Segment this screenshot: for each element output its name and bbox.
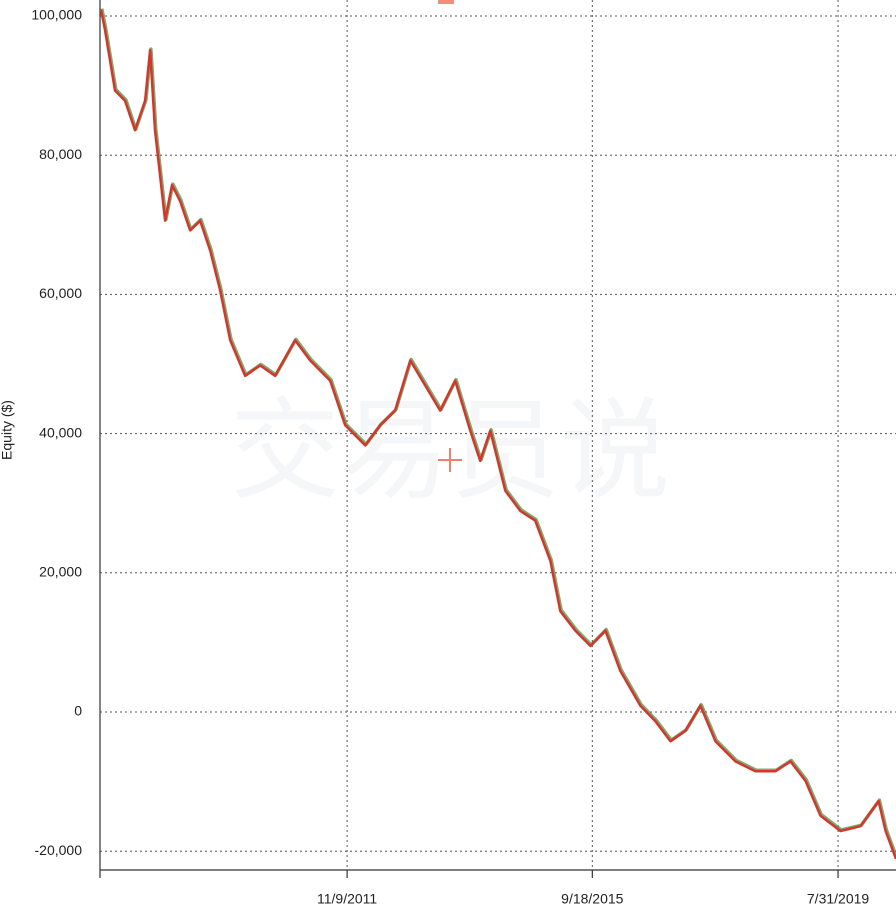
- y-tick-label: -20,000: [35, 842, 83, 858]
- y-axis-label: Equity ($): [0, 400, 15, 460]
- cursor: [438, 448, 462, 472]
- y-tick-label: 0: [74, 703, 82, 719]
- marker: [438, 0, 454, 4]
- y-tick-label: 20,000: [39, 564, 82, 580]
- y-tick-label: 80,000: [39, 146, 82, 162]
- y-tick-label: 60,000: [39, 285, 82, 301]
- x-tick-label: 7/31/2019: [807, 891, 869, 907]
- y-tick-label: 40,000: [39, 424, 82, 440]
- equity-line: [99, 9, 896, 860]
- x-tick-label: 11/9/2011: [317, 891, 377, 907]
- x-tick-label: 9/18/2015: [561, 891, 623, 907]
- y-tick-label: 100,000: [31, 7, 82, 23]
